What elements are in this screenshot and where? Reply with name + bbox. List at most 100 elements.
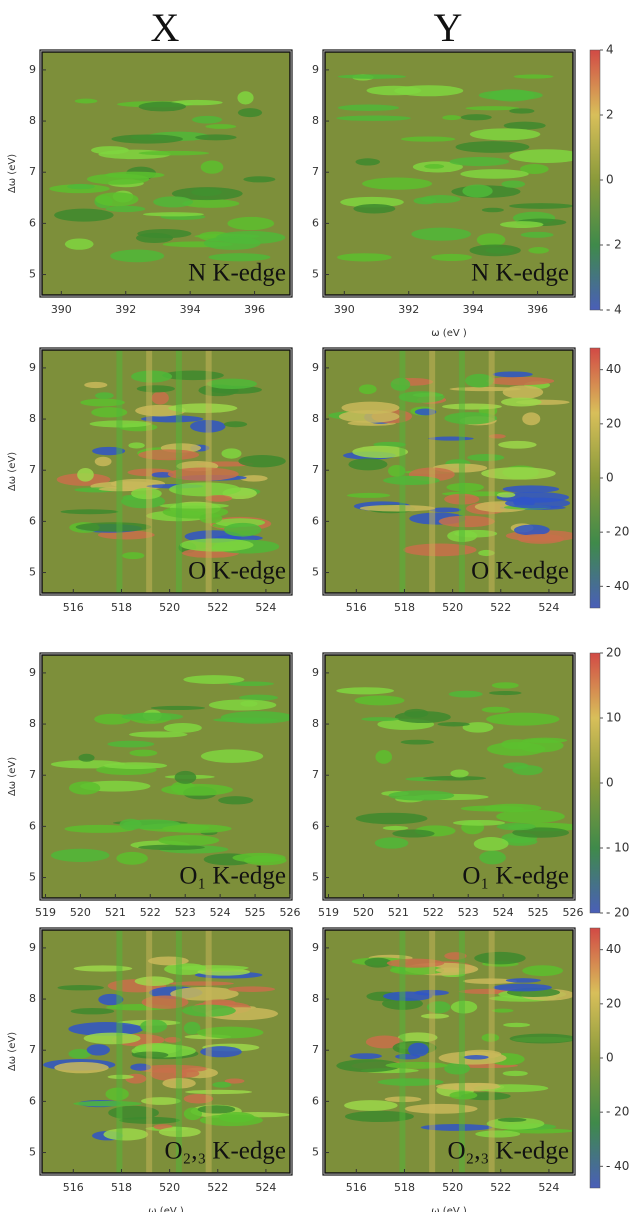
contour-blob — [228, 986, 276, 992]
contour-blob — [122, 552, 145, 560]
contour-field — [325, 52, 573, 295]
y-tick-label: 7 — [29, 1043, 36, 1056]
contour-blob — [463, 1055, 489, 1060]
contour-blob — [237, 108, 263, 118]
contour-blob — [501, 180, 526, 188]
contour-blob — [502, 485, 560, 493]
x-tick-label: 520 — [159, 1181, 180, 1194]
contour-field — [325, 655, 573, 898]
x-tick-label: 522 — [423, 906, 444, 919]
contour-streak — [205, 930, 212, 1173]
y-tick-label: 7 — [312, 768, 319, 781]
contour-blob — [218, 1112, 255, 1123]
x-tick-label: 522 — [140, 906, 161, 919]
contour-blob — [424, 164, 445, 169]
x-tick-label: 520 — [353, 906, 374, 919]
contour-blob — [509, 1033, 573, 1044]
contour-blob — [337, 74, 406, 79]
contour-blob — [392, 829, 435, 838]
x-tick-label: 523 — [458, 906, 479, 919]
contour-blob — [509, 108, 535, 114]
contour-blob — [485, 376, 555, 386]
contour-blob — [78, 753, 95, 762]
contour-blob — [354, 695, 405, 706]
contour-blob — [67, 183, 95, 190]
contour-blob — [103, 1128, 149, 1141]
contour-blob — [502, 1070, 528, 1077]
contour-streak — [146, 350, 153, 593]
contour-blob — [528, 246, 549, 254]
contour-blob — [54, 208, 114, 222]
contour-blob — [386, 958, 445, 968]
y-axis-label: Δω (eV) — [7, 757, 18, 796]
contour-blob — [158, 834, 220, 846]
contour-blob — [337, 253, 392, 262]
contour-streak — [175, 930, 182, 1173]
contour-blob — [174, 770, 197, 784]
contour-blob — [68, 1022, 144, 1036]
y-axis-label: Δω (eV) — [7, 154, 18, 193]
y-tick-label: 9 — [312, 666, 319, 679]
colorbar-tick-label: - 10 — [606, 841, 629, 855]
plot-frame — [39, 49, 293, 298]
contour-blob — [423, 775, 487, 781]
plot-frame — [39, 927, 293, 1176]
contour-blob — [449, 157, 510, 167]
contour-blob — [136, 385, 175, 393]
y-axis-label: Δω (eV) — [7, 1032, 18, 1071]
contour-blob — [83, 1032, 141, 1045]
colorbar-tick-label: 40 — [606, 942, 621, 956]
contour-blob — [349, 1053, 382, 1060]
x-tick-label: 396 — [527, 303, 548, 316]
contour-blob — [355, 158, 380, 166]
y-tick-label: 6 — [312, 216, 319, 229]
colorbar-tick-label: 20 — [606, 996, 621, 1010]
y-tick-label: 5 — [312, 268, 319, 281]
contour-blob — [183, 1021, 201, 1035]
column-title: Y — [434, 5, 463, 50]
contour-blob — [346, 492, 391, 498]
contour-blob — [336, 687, 394, 695]
contour-streak — [458, 930, 465, 1173]
contour-blob — [95, 392, 114, 400]
x-tick-label: 520 — [70, 906, 91, 919]
contour-blob — [497, 492, 516, 498]
contour-blob — [195, 134, 237, 141]
contour-blob — [129, 749, 158, 757]
contour-blob — [163, 722, 202, 733]
contour-blob — [475, 1130, 521, 1138]
plot-frame — [39, 652, 293, 901]
colorbar-tick-label: 0 — [606, 173, 614, 187]
contour-blob — [486, 712, 560, 726]
contour-blob — [60, 509, 119, 515]
contour-blob — [444, 412, 498, 425]
y-tick-label: 5 — [312, 871, 319, 884]
y-tick-label: 9 — [29, 941, 36, 954]
y-tick-label: 5 — [312, 566, 319, 579]
column-title: X — [151, 5, 180, 50]
contour-blob — [382, 825, 409, 831]
y-tick-label: 5 — [312, 1146, 319, 1159]
contour-blob — [340, 196, 404, 208]
y-tick-label: 6 — [29, 216, 36, 229]
contour-blob — [111, 134, 183, 144]
contour-blob — [337, 104, 399, 112]
contour-blob — [505, 978, 541, 983]
contour-streak — [175, 350, 182, 593]
x-tick-label: 390 — [334, 303, 355, 316]
x-axis-label: ω (eV ) — [148, 1206, 184, 1212]
contour-blob — [80, 398, 125, 407]
colorbar-tick-label: - 20 — [606, 906, 629, 920]
contour-blob — [453, 819, 506, 826]
x-tick-label: 518 — [111, 601, 132, 614]
colorbar-tick-label: - 2 — [606, 238, 622, 252]
contour-blob — [336, 115, 411, 122]
contour-blob — [110, 249, 165, 263]
contour-blob — [467, 453, 505, 462]
colorbar — [589, 927, 601, 1189]
colorbar — [589, 49, 601, 311]
contour-blob — [224, 1078, 245, 1084]
contour-blob — [404, 708, 429, 718]
contour-field — [42, 350, 290, 593]
contour-streak — [399, 930, 406, 1173]
